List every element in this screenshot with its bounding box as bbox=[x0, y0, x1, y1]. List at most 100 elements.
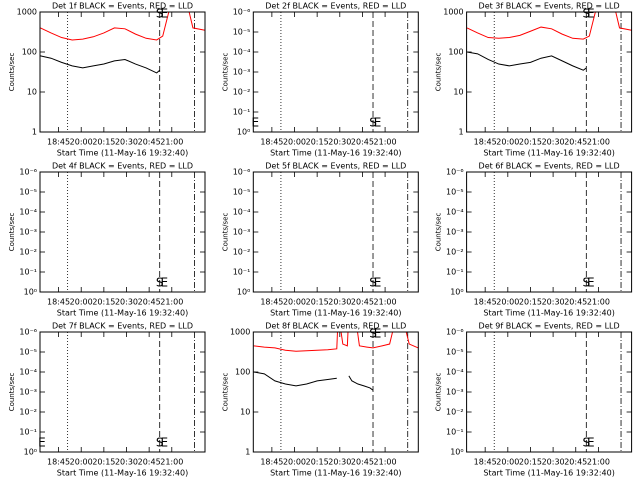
x-axis-label: Start Time (11-May-16 19:32:40) bbox=[270, 309, 401, 318]
y-tick-label: 10⁻⁴ bbox=[446, 208, 464, 217]
y-tick-label: 10⁻² bbox=[446, 408, 464, 417]
y-tick-label: 100 bbox=[448, 48, 463, 57]
event-marker: S bbox=[582, 276, 590, 290]
y-tick-label: 10⁻⁴ bbox=[19, 368, 37, 377]
event-marker: E bbox=[38, 436, 46, 450]
y-tick-label: 10⁻³ bbox=[19, 228, 37, 237]
x-tick-label: 20:00 bbox=[70, 298, 93, 307]
series-line bbox=[253, 371, 374, 391]
x-tick-label: 21:00 bbox=[374, 298, 397, 307]
x-tick-label: 20:45 bbox=[138, 458, 161, 467]
event-marker: E bbox=[374, 276, 382, 290]
y-tick-label: 10⁻² bbox=[19, 408, 37, 417]
x-tick-label: 21:00 bbox=[374, 458, 397, 467]
y-tick-label: 10⁻⁶ bbox=[19, 328, 37, 337]
x-tick-label: 20:30 bbox=[115, 298, 138, 307]
y-axis-label: Counts/sec bbox=[221, 213, 229, 252]
x-tick-label: 20:45 bbox=[351, 138, 374, 147]
plot-frame bbox=[252, 11, 419, 133]
y-tick-label: 10⁻³ bbox=[446, 388, 464, 397]
panel: Det 6f BLACK = Events, RED = LLD Counts/s… bbox=[435, 162, 633, 318]
x-tick-label: 21:00 bbox=[160, 298, 183, 307]
x-tick-label: 18:45 bbox=[260, 298, 283, 307]
chart-title: Det 1f BLACK = Events, RED = LLD bbox=[52, 2, 193, 11]
event-marker: E bbox=[160, 436, 168, 450]
x-tick-label: 20:30 bbox=[328, 458, 351, 467]
event-marker: S bbox=[156, 436, 164, 450]
y-tick-label: 10⁻⁶ bbox=[233, 168, 251, 177]
x-axis-label: Start Time (11-May-16 19:32:40) bbox=[57, 469, 188, 478]
y-tick-label: 10⁻⁶ bbox=[19, 168, 37, 177]
event-marker: S bbox=[369, 116, 377, 130]
series-line bbox=[466, 51, 587, 71]
x-tick-label: 21:00 bbox=[374, 138, 397, 147]
x-axis-label: Start Time (11-May-16 19:32:40) bbox=[270, 149, 401, 158]
event-marker: E bbox=[160, 276, 168, 290]
x-tick-label: 20:45 bbox=[564, 298, 587, 307]
event-marker: E bbox=[160, 7, 168, 21]
x-tick-label: 18:45 bbox=[260, 138, 283, 147]
x-axis-label: Start Time (11-May-16 19:32:40) bbox=[270, 469, 401, 478]
y-tick-label: 10⁰ bbox=[24, 288, 37, 297]
y-tick-label: 10⁻⁵ bbox=[19, 348, 37, 357]
event-marker: S bbox=[582, 7, 590, 21]
y-tick-label: 10⁻³ bbox=[233, 68, 251, 77]
series-line bbox=[253, 332, 419, 352]
x-tick-label: 18:45 bbox=[47, 138, 70, 147]
plot-frame bbox=[466, 11, 633, 133]
y-tick-label: 10⁻⁵ bbox=[233, 28, 251, 37]
plot-frame bbox=[39, 331, 206, 453]
y-tick-label: 10⁻⁵ bbox=[446, 348, 464, 357]
x-axis-label: Start Time (11-May-16 19:32:40) bbox=[57, 309, 188, 318]
chart-title: Det 7f BLACK = Events, RED = LLD bbox=[52, 322, 193, 331]
panel: Det 4f BLACK = Events, RED = LLD Counts/s… bbox=[8, 162, 206, 318]
x-tick-label: 20:15 bbox=[519, 138, 542, 147]
x-tick-label: 18:45 bbox=[474, 138, 497, 147]
y-tick-label: 10⁻⁵ bbox=[446, 188, 464, 197]
x-tick-label: 18:45 bbox=[474, 458, 497, 467]
event-marker: E bbox=[374, 327, 382, 341]
y-tick-label: 1000 bbox=[230, 328, 250, 337]
y-tick-label: 10⁻² bbox=[233, 88, 251, 97]
plot-frame bbox=[466, 171, 633, 293]
x-tick-label: 20:45 bbox=[138, 138, 161, 147]
x-tick-label: 20:15 bbox=[519, 298, 542, 307]
x-tick-label: 18:45 bbox=[260, 458, 283, 467]
panel: Det 3f BLACK = Events, RED = LLD Counts/s… bbox=[435, 2, 633, 158]
y-axis-label: Counts/sec bbox=[8, 213, 16, 252]
x-tick-label: 20:00 bbox=[496, 298, 519, 307]
y-tick-label: 10 bbox=[453, 88, 463, 97]
x-tick-label: 20:30 bbox=[328, 298, 351, 307]
y-tick-label: 10⁻⁵ bbox=[19, 188, 37, 197]
event-marker: S bbox=[369, 276, 377, 290]
panel: Det 2f BLACK = Events, RED = LLD Counts/s… bbox=[221, 2, 419, 158]
x-tick-label: 20:00 bbox=[496, 138, 519, 147]
plot-frame bbox=[252, 171, 419, 293]
y-tick-label: 10⁻¹ bbox=[19, 268, 37, 277]
x-axis-label: Start Time (11-May-16 19:32:40) bbox=[57, 149, 188, 158]
y-tick-label: 10⁻² bbox=[19, 248, 37, 257]
series-line bbox=[40, 55, 161, 74]
y-tick-label: 100 bbox=[235, 368, 250, 377]
chart-title: Det 5f BLACK = Events, RED = LLD bbox=[265, 162, 406, 171]
y-tick-label: 10⁰ bbox=[450, 288, 463, 297]
x-tick-label: 20:45 bbox=[138, 298, 161, 307]
y-tick-label: 10⁻⁴ bbox=[233, 48, 251, 57]
x-tick-label: 20:15 bbox=[306, 298, 329, 307]
x-tick-label: 20:15 bbox=[92, 458, 115, 467]
x-tick-label: 20:15 bbox=[306, 138, 329, 147]
x-tick-label: 20:15 bbox=[519, 458, 542, 467]
plot-frame bbox=[466, 331, 633, 453]
x-tick-label: 20:00 bbox=[496, 458, 519, 467]
plot-frame bbox=[39, 11, 206, 133]
y-tick-label: 100 bbox=[22, 48, 37, 57]
x-tick-label: 21:00 bbox=[160, 138, 183, 147]
y-tick-label: 10⁻⁶ bbox=[446, 168, 464, 177]
x-tick-label: 20:00 bbox=[70, 138, 93, 147]
x-tick-label: 20:45 bbox=[351, 458, 374, 467]
y-tick-label: 10⁻³ bbox=[446, 228, 464, 237]
x-tick-label: 20:30 bbox=[542, 458, 565, 467]
x-tick-label: 18:45 bbox=[47, 298, 70, 307]
chart-title: Det 4f BLACK = Events, RED = LLD bbox=[52, 162, 193, 171]
x-tick-label: 21:00 bbox=[587, 138, 610, 147]
